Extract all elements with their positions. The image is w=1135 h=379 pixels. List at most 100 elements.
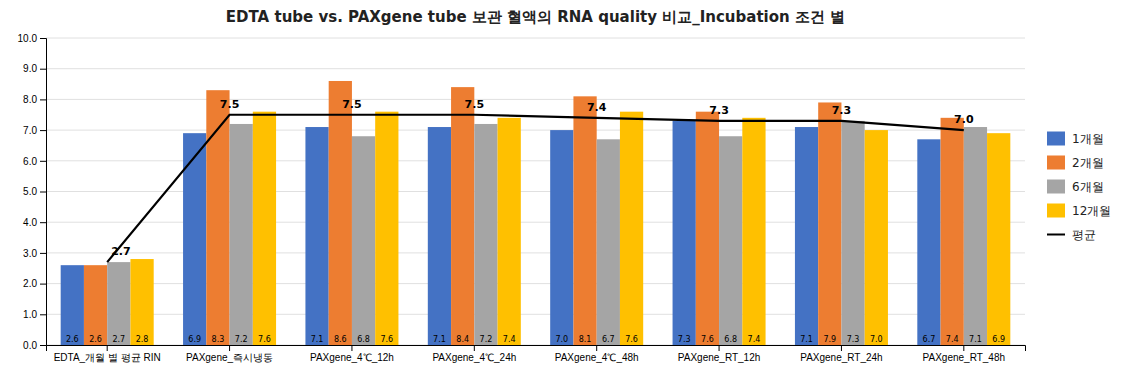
bar (352, 136, 375, 345)
line-value-label: 7.3 (709, 104, 729, 117)
bar-value-label: 7.6 (380, 335, 393, 344)
grid-line (46, 99, 1025, 100)
legend-item: 2개월 (1047, 156, 1104, 170)
bar-series (84, 81, 964, 345)
y-tick-label: 0.0 (23, 340, 37, 351)
grid-line (46, 38, 1025, 39)
legend-label: 평균 (1072, 228, 1096, 242)
x-tick-mark (107, 345, 108, 351)
y-tick-label: 9.0 (23, 63, 37, 74)
bar-value-label: 2.8 (136, 335, 149, 344)
x-tick: PAXgene_RT_48h (923, 345, 1005, 363)
grid-line (46, 68, 1025, 69)
y-tick-label: 4.0 (23, 217, 37, 228)
y-tick-label: 2.0 (23, 278, 37, 289)
legend-swatch (1047, 234, 1065, 236)
bar-value-label: 7.1 (433, 335, 446, 344)
legend-swatch (1047, 204, 1065, 218)
y-tick-mark (40, 222, 46, 223)
y-tick: 4.0 (23, 217, 46, 228)
y-tick: 7.0 (23, 125, 46, 136)
bar-value-label: 7.9 (823, 335, 836, 344)
y-tick-label: 3.0 (23, 248, 37, 259)
line (107, 115, 964, 262)
y-tick-label: 5.0 (23, 186, 37, 197)
bar-value-label: 7.4 (748, 335, 761, 344)
grid (46, 38, 1025, 345)
bar-value-label: 8.1 (579, 335, 592, 344)
x-tick: PAXgene_4℃_12h (310, 345, 394, 363)
bar-value-label: 7.1 (800, 335, 813, 344)
y-tick-mark (40, 99, 46, 100)
bar-labels: 2.68.38.68.48.17.67.97.4 (89, 335, 958, 344)
bar-value-label: 7.3 (847, 335, 860, 344)
x-tick-label: PAXgene_즉시냉동 (186, 352, 273, 363)
legend-label: 1개월 (1072, 132, 1104, 146)
bar (61, 265, 84, 345)
legend-item: 1개월 (1047, 132, 1104, 146)
bar (253, 112, 276, 345)
x-tick-mark (963, 345, 964, 351)
y-tick-mark (40, 314, 46, 315)
legend-swatch (1047, 156, 1065, 170)
x-tick-mark (351, 345, 352, 351)
line-value-label: 7.5 (220, 98, 240, 111)
bar (428, 127, 451, 345)
chart-title: EDTA tube vs. PAXgene tube 보관 혈액의 RNA qu… (226, 8, 845, 26)
bar (498, 118, 521, 345)
bar (451, 87, 474, 345)
plot-area: 0.0 1.0 2.0 3.0 4.0 5.0 6.0 7.0 8.0 9.0 10.0 EDTA_개… (18, 33, 1026, 363)
y-tick: 6.0 (23, 156, 46, 167)
y-tick-label: 1.0 (23, 309, 37, 320)
legend-label: 12개월 (1072, 204, 1111, 218)
bar (673, 121, 696, 345)
bar (230, 124, 253, 345)
bar (130, 259, 153, 345)
bar-value-label: 2.7 (112, 335, 125, 344)
y-tick-mark (40, 284, 46, 285)
bar-value-label: 6.7 (923, 335, 936, 344)
legend-item: 6개월 (1047, 180, 1104, 194)
bar-value-label: 7.6 (258, 335, 271, 344)
bar-labels: 2.66.97.17.17.07.37.16.7 (66, 335, 935, 344)
bar-value-label: 8.6 (334, 335, 347, 344)
y-tick: 5.0 (23, 186, 46, 197)
x-tick-mark (474, 345, 475, 351)
bar (865, 130, 888, 345)
bar-series (130, 112, 1010, 345)
marks (61, 81, 1011, 345)
bar-value-label: 7.2 (480, 335, 493, 344)
y-tick-label: 10.0 (18, 33, 38, 44)
bar-value-label: 7.0 (870, 335, 883, 344)
legend-label: 2개월 (1072, 156, 1104, 170)
bar (917, 139, 940, 345)
bar-value-label: 2.6 (66, 335, 79, 344)
x-tick-label: PAXgene_RT_48h (923, 352, 1005, 363)
bar-value-label: 6.8 (724, 335, 737, 344)
y-tick: 3.0 (23, 248, 46, 259)
legend-item: 평균 (1047, 228, 1096, 242)
line-value-label: 2.7 (111, 245, 131, 258)
x-tick: PAXgene_RT_24h (800, 345, 882, 363)
y-tick-label: 7.0 (23, 125, 37, 136)
x-axis: EDTA_개월 별 평균 RINPAXgene_즉시냉동PAXgene_4℃_1… (47, 345, 1026, 363)
y-tick-label: 6.0 (23, 156, 37, 167)
y-axis: 0.0 1.0 2.0 3.0 4.0 5.0 6.0 7.0 8.0 9.0 10.0 (18, 33, 47, 351)
y-tick-label: 8.0 (23, 94, 37, 105)
y-tick-mark (40, 253, 46, 254)
bar (696, 112, 719, 345)
bar (964, 127, 987, 345)
y-tick: 9.0 (23, 63, 46, 74)
bar-value-label: 7.2 (235, 335, 248, 344)
y-tick: 10.0 (18, 33, 46, 44)
x-tick-label: PAXgene_4℃_12h (310, 352, 394, 363)
legend: 1개월 2개월 6개월 12개월평균 (1047, 132, 1111, 242)
bar (795, 127, 818, 345)
bar (841, 121, 864, 345)
x-tick: PAXgene_4℃_48h (555, 345, 639, 363)
y-axis-line (40, 39, 47, 346)
bar-value-label: 6.8 (357, 335, 370, 344)
y-tick-mark (40, 130, 46, 131)
bar (573, 96, 596, 345)
bar (107, 262, 130, 345)
